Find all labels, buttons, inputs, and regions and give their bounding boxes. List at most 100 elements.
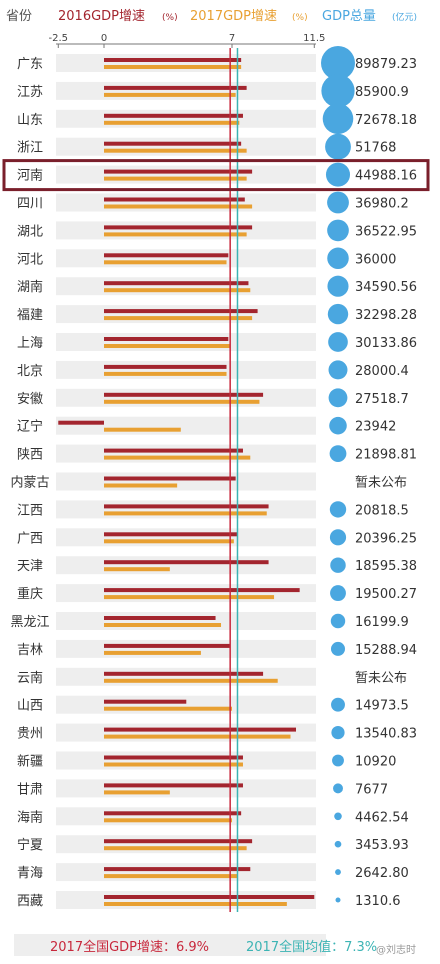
gdp-total-label: 36000	[355, 252, 396, 267]
bar-2016	[104, 281, 249, 286]
bar-2016	[104, 253, 229, 258]
gdp-total-bubble	[331, 697, 345, 712]
bar-2017	[104, 176, 247, 181]
gdp-total-label: 1310.6	[355, 894, 401, 909]
province-label: 贵州	[17, 727, 43, 742]
bar-2016	[104, 392, 264, 397]
province-row: 福建 32298.28	[17, 303, 417, 325]
gdp-total-bubble	[327, 247, 349, 270]
bar-2017	[104, 706, 232, 711]
row-track	[56, 54, 316, 72]
row-track	[56, 751, 316, 770]
row-track	[56, 584, 316, 603]
row-track	[56, 500, 316, 519]
province-row: 江西 20818.5	[17, 500, 409, 519]
gdp-total-label: 23942	[355, 420, 396, 435]
bar-2016	[104, 643, 231, 648]
province-row: 陕西 21898.81	[17, 444, 417, 463]
bar-2017	[104, 92, 236, 97]
row-track	[56, 667, 316, 686]
gdp-total-bubble	[327, 303, 349, 325]
province-label: 辽宁	[17, 419, 43, 435]
gdp-total-label: 36980.2	[355, 197, 409, 212]
province-label: 河南	[17, 168, 43, 184]
bar-2017	[104, 65, 242, 69]
row-track	[56, 81, 316, 100]
row-track	[56, 612, 316, 630]
gdp-total-bubble	[334, 812, 342, 821]
province-label: 宁夏	[17, 837, 43, 853]
legend-total-unit: (亿元)	[392, 11, 417, 23]
province-label: 新疆	[17, 754, 43, 770]
legend-total: GDP总量	[322, 9, 376, 24]
province-label: 天津	[17, 559, 43, 574]
province-label: 山西	[17, 699, 43, 714]
bar-2017	[104, 427, 181, 432]
bar-2016	[104, 839, 253, 844]
province-row: 青海 2642.80	[17, 863, 409, 882]
bar-2016	[104, 755, 243, 760]
gdp-total-label: 28000.4	[355, 364, 409, 379]
bar-2016	[104, 616, 216, 620]
legend-2016: 2016GDP增速	[58, 9, 145, 24]
bar-2016	[104, 867, 251, 872]
gdp-total-bubble	[330, 641, 346, 656]
bar-2016	[104, 504, 269, 509]
gdp-total-label: 21898.81	[355, 448, 417, 463]
bar-2017	[104, 148, 247, 153]
bar-2017	[104, 818, 232, 823]
bar-2017	[104, 232, 247, 237]
bar-2016	[104, 225, 253, 230]
province-row: 山东 72678.18	[17, 103, 417, 135]
bar-2016	[104, 58, 242, 62]
province-row: 辽宁 23942	[17, 416, 396, 435]
province-label: 重庆	[17, 586, 43, 602]
bar-2016	[104, 727, 296, 732]
bar-2017	[104, 650, 201, 655]
gdp-total-label: 15288.94	[355, 643, 417, 658]
gdp-total-label: 89879.23	[355, 57, 417, 72]
province-row: 河北 36000	[17, 247, 396, 270]
row-track	[56, 109, 316, 128]
province-label: 甘肃	[17, 782, 43, 797]
gdp-total-bubble	[328, 388, 348, 408]
bar-2017	[104, 539, 234, 544]
bar-2017	[104, 371, 227, 376]
x-tick-label: 7	[229, 33, 235, 44]
province-label: 海南	[17, 809, 43, 825]
bar-2017	[104, 204, 253, 209]
gdp-total-bubble	[325, 133, 351, 160]
province-label: 青海	[17, 866, 43, 881]
province-label: 福建	[17, 308, 43, 323]
gdp-total-label: 30133.86	[355, 336, 417, 351]
gdp-total-label: 51768	[355, 141, 396, 156]
row-track	[56, 835, 316, 854]
gdp-total-label: 10920	[355, 755, 396, 770]
gdp-total-label: 85900.9	[355, 85, 409, 100]
gdp-total-bubble	[321, 46, 355, 80]
bar-2017	[104, 344, 231, 348]
bar-2017	[104, 567, 170, 572]
bar-2016	[104, 699, 187, 704]
bar-2016	[104, 364, 227, 369]
legend-2016-unit: (%)	[162, 13, 178, 23]
legend-2017-unit: (%)	[292, 13, 308, 23]
bar-2016	[104, 588, 300, 593]
province-row: 北京 28000.4	[17, 360, 409, 380]
gdp-total-bubble	[327, 219, 349, 242]
bar-2017	[104, 288, 251, 293]
row-track	[56, 165, 316, 184]
province-label: 上海	[17, 336, 43, 351]
province-row: 新疆 10920	[17, 751, 396, 770]
row-track	[56, 305, 316, 324]
gdp-total-bubble	[327, 191, 349, 214]
province-row: 内蒙古 暂未公布	[10, 472, 407, 491]
x-tick-label: -2.5	[49, 33, 69, 44]
province-row: 云南 暂未公布	[17, 667, 407, 686]
row-track	[56, 416, 316, 435]
bar-2016	[104, 895, 315, 899]
bar-2016	[104, 337, 229, 341]
gdp-total-label: 20818.5	[355, 503, 409, 518]
gdp-total-bubble	[330, 613, 346, 629]
row-track	[56, 807, 316, 826]
